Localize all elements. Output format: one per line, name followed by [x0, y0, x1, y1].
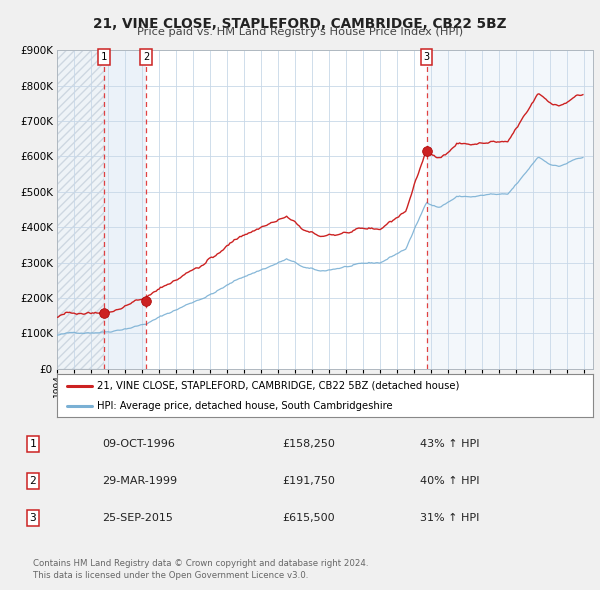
Text: 09-OCT-1996: 09-OCT-1996 [102, 439, 175, 448]
Text: £615,500: £615,500 [282, 513, 335, 523]
Text: 40% ↑ HPI: 40% ↑ HPI [420, 476, 479, 486]
Text: HPI: Average price, detached house, South Cambridgeshire: HPI: Average price, detached house, Sout… [97, 401, 393, 411]
Text: 21, VINE CLOSE, STAPLEFORD, CAMBRIDGE, CB22 5BZ: 21, VINE CLOSE, STAPLEFORD, CAMBRIDGE, C… [93, 17, 507, 31]
Text: 1: 1 [101, 52, 107, 62]
Text: 2: 2 [29, 476, 37, 486]
Text: 21, VINE CLOSE, STAPLEFORD, CAMBRIDGE, CB22 5BZ (detached house): 21, VINE CLOSE, STAPLEFORD, CAMBRIDGE, C… [97, 381, 460, 391]
Bar [104, 50, 146, 369]
Text: 3: 3 [29, 513, 37, 523]
Text: 31% ↑ HPI: 31% ↑ HPI [420, 513, 479, 523]
Text: 2: 2 [143, 52, 149, 62]
Text: Contains HM Land Registry data © Crown copyright and database right 2024.
This d: Contains HM Land Registry data © Crown c… [33, 559, 368, 580]
Text: £191,750: £191,750 [282, 476, 335, 486]
Text: 43% ↑ HPI: 43% ↑ HPI [420, 439, 479, 448]
Text: 29-MAR-1999: 29-MAR-1999 [102, 476, 177, 486]
Text: £158,250: £158,250 [282, 439, 335, 448]
Text: 25-SEP-2015: 25-SEP-2015 [102, 513, 173, 523]
Bar [57, 50, 104, 369]
Bar [427, 50, 593, 369]
Text: 1: 1 [29, 439, 37, 448]
Text: Price paid vs. HM Land Registry's House Price Index (HPI): Price paid vs. HM Land Registry's House … [137, 27, 463, 37]
Text: 3: 3 [424, 52, 430, 62]
